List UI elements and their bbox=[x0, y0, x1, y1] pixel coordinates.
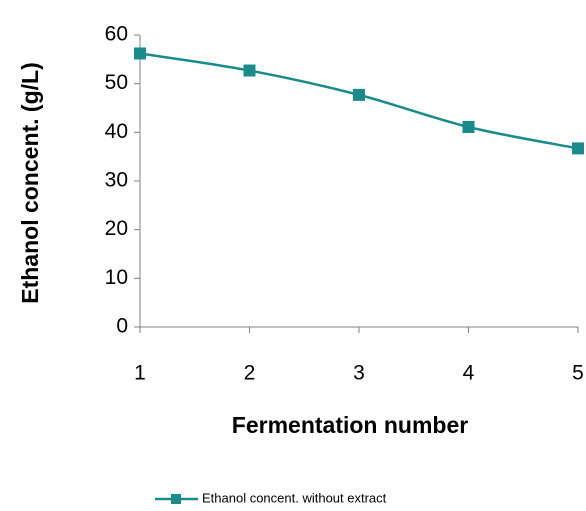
y-tick-label: 10 bbox=[105, 266, 128, 289]
x-tick-label: 2 bbox=[244, 362, 256, 385]
marker bbox=[353, 88, 365, 101]
legend-marker bbox=[171, 494, 181, 504]
x-tick-label: 4 bbox=[463, 362, 475, 385]
x-tick-label: 1 bbox=[134, 362, 146, 385]
x-axis-title: Fermentation number bbox=[232, 412, 468, 438]
y-tick-label: 0 bbox=[116, 315, 128, 338]
marker bbox=[134, 47, 146, 60]
legend-text: Ethanol concent. without extract bbox=[202, 490, 387, 505]
x-tick-label: 5 bbox=[572, 362, 584, 385]
marker bbox=[572, 142, 584, 155]
marker bbox=[462, 120, 475, 133]
marker bbox=[243, 64, 256, 77]
y-tick-label: 20 bbox=[105, 217, 128, 240]
x-tick-label: 3 bbox=[353, 362, 365, 385]
y-tick-label: 30 bbox=[105, 169, 128, 192]
line bbox=[139, 52, 579, 150]
y-tick-label: 40 bbox=[105, 120, 128, 143]
y-axis-title: Ethanol concent. (g/L) bbox=[17, 62, 43, 304]
y-tick-label: 50 bbox=[105, 71, 128, 94]
y-tick-label: 60 bbox=[105, 23, 128, 46]
